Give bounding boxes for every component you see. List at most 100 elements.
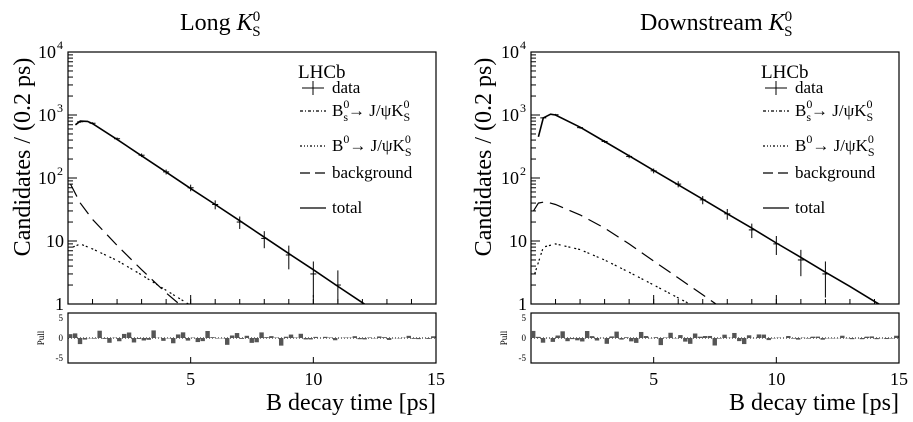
x-tick-label: 5 [649, 369, 658, 389]
legend-label: data [795, 78, 824, 97]
pull-bar [377, 336, 381, 338]
pull-bar [225, 338, 229, 345]
x-axis-title-long: B decay time [ps] [266, 390, 436, 416]
pull-bar [147, 338, 151, 340]
y-tick-exponent: 2 [520, 164, 526, 178]
pull-bar [73, 333, 77, 338]
pull-bar [811, 337, 815, 338]
pull-tick-label: 5 [522, 313, 527, 323]
pull-tick-label: 5 [59, 313, 64, 323]
pull-bar [560, 331, 564, 338]
series-b0---j--k-s-0 [73, 244, 215, 322]
pull-bar [717, 338, 721, 339]
pull-bar [284, 337, 288, 338]
y-tick-label: 10 [38, 42, 56, 62]
pull-bar [176, 334, 180, 338]
y-tick-label: 10 [501, 168, 519, 188]
plot-area-long [71, 121, 437, 351]
pull-bar [122, 334, 126, 338]
pull-bar [107, 338, 111, 343]
y-tick-exponent: 3 [57, 101, 63, 115]
pull-bar [820, 338, 824, 340]
pull-bar [565, 338, 569, 341]
pull-bar [570, 338, 574, 339]
pull-bar [411, 338, 415, 339]
pull-bar [796, 338, 800, 340]
pull-bar [678, 335, 682, 338]
pull-bar [698, 337, 702, 338]
pull-bar [357, 338, 361, 339]
pull-bar [762, 335, 766, 338]
x-tick-label: 15 [890, 369, 908, 389]
pull-bar [151, 330, 155, 338]
pull-bar [137, 338, 141, 339]
svg-text:Candidates / (0.2 ps): Candidates / (0.2 ps) [471, 58, 497, 257]
pull-bar [181, 332, 185, 338]
y-tick-label: 1 [518, 294, 527, 314]
pull-bar [161, 338, 165, 341]
pull-bar [874, 338, 878, 339]
pull-bar [722, 335, 726, 338]
pull-bar [205, 331, 209, 338]
legend-label: background [332, 163, 413, 182]
pull-bar [556, 336, 560, 338]
pull-bar [889, 338, 893, 339]
pull-bar [362, 338, 366, 339]
pull-bar [259, 332, 263, 338]
pull-bar [304, 338, 308, 339]
y-axis-title-downstream: Candidates / (0.2 ps) [471, 58, 497, 257]
pull-bar [254, 338, 258, 342]
pull-bar [97, 331, 101, 338]
pull-bar [850, 338, 854, 339]
pull-bar [171, 338, 175, 343]
legend-label: total [332, 198, 362, 217]
legend-label: background [795, 163, 876, 182]
pull-bar [299, 334, 303, 338]
pull-bar [117, 338, 121, 341]
y-tick-label: 10 [38, 105, 56, 125]
y-tick-label: 10 [46, 231, 64, 251]
pull-bar [659, 338, 663, 345]
pull-bar [289, 335, 293, 338]
pull-tick-label: 0 [59, 333, 64, 343]
pull-bar [683, 338, 687, 342]
y-tick-label: 10 [38, 168, 56, 188]
x-tick-label: 10 [304, 369, 322, 389]
pull-bar [767, 338, 771, 340]
pull-bar [575, 338, 579, 340]
pull-axis-title: Pull [499, 330, 509, 345]
pull-bar [629, 338, 633, 341]
pull-bar [688, 338, 692, 344]
pull-bar [644, 336, 648, 338]
pull-bar [747, 335, 751, 338]
pull-bar [639, 332, 643, 338]
pull-bar [431, 336, 435, 338]
pull-bar [333, 338, 337, 340]
y-tick-exponent: 2 [57, 164, 63, 178]
series-total [75, 121, 436, 351]
y-tick-exponent: 3 [520, 101, 526, 115]
pull-bar [102, 338, 106, 339]
pull-bar [840, 336, 844, 338]
pull-bar [791, 338, 795, 339]
pull-bar [142, 338, 146, 340]
series-background [71, 184, 191, 314]
pull-bar [668, 333, 672, 338]
pull-bar [786, 336, 790, 338]
y-tick-label: 1 [55, 294, 64, 314]
pull-bar [269, 336, 273, 338]
pull-bar [693, 334, 697, 338]
x-tick-label: 15 [427, 369, 445, 389]
pull-bar [757, 334, 761, 338]
pull-bar [382, 337, 386, 338]
legend-label: total [795, 198, 825, 217]
pull-bar [595, 338, 599, 341]
pull-bar [580, 338, 584, 341]
